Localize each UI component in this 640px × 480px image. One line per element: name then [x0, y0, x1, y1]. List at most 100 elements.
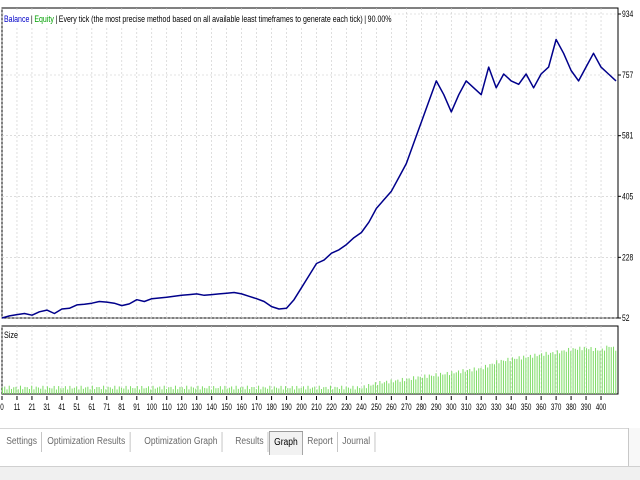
size-bar: [91, 385, 93, 394]
size-bar: [583, 346, 585, 394]
tab-optimization-results[interactable]: Optimization Results: [43, 432, 131, 452]
size-bar: [374, 382, 376, 394]
size-bar: [426, 377, 428, 394]
size-bar: [563, 350, 565, 394]
size-bar: [325, 386, 327, 394]
size-bar: [82, 388, 84, 394]
size-bar: [502, 360, 504, 394]
size-bar: [121, 387, 123, 394]
panel-edge: [628, 428, 640, 466]
x-tick-label: 170: [251, 402, 261, 412]
size-bar: [401, 377, 403, 394]
size-bar: [581, 350, 583, 394]
size-bar: [309, 388, 311, 394]
size-bar: [208, 385, 210, 394]
x-tick-label: 130: [191, 402, 201, 412]
size-bar: [172, 389, 174, 394]
size-bar: [307, 385, 309, 394]
size-bar: [269, 385, 271, 394]
x-tick-group: 320: [476, 402, 486, 412]
size-bar: [433, 376, 435, 394]
x-tick-group: 120: [176, 402, 186, 412]
x-tick-label: 240: [356, 402, 366, 412]
size-bar: [22, 389, 24, 394]
size-bar: [399, 381, 401, 394]
size-bar: [541, 353, 543, 394]
size-bar: [148, 386, 150, 394]
x-tick-label: 190: [281, 402, 291, 412]
size-bar: [428, 374, 430, 394]
size-bar: [291, 386, 293, 394]
x-tick-label: 61: [88, 402, 95, 412]
size-bar: [388, 383, 390, 394]
y-tick-label: 581: [622, 131, 634, 141]
size-bar: [201, 386, 203, 394]
size-bar: [118, 386, 120, 394]
size-bar: [473, 367, 475, 394]
size-bar: [336, 387, 338, 394]
size-bar: [228, 387, 230, 394]
size-bar: [55, 389, 57, 394]
size-bar: [40, 388, 42, 394]
x-tick-label: 380: [566, 402, 576, 412]
x-tick-group: 71: [103, 402, 110, 412]
x-tick-group: 250: [371, 402, 381, 412]
size-bar: [572, 348, 574, 394]
size-bar: [466, 370, 468, 394]
x-tick-label: 370: [551, 402, 561, 412]
size-bar: [491, 363, 493, 394]
size-bar: [4, 386, 6, 394]
size-bar: [278, 388, 280, 394]
tab-optimization-graph[interactable]: Optimization Graph: [140, 432, 223, 452]
size-bar: [413, 376, 415, 394]
size-bar: [320, 388, 322, 394]
size-bar: [509, 361, 511, 394]
size-bar: [586, 348, 588, 394]
tab-settings[interactable]: Settings: [2, 432, 43, 452]
size-bar: [80, 385, 82, 394]
size-bar: [579, 346, 581, 394]
tab-results[interactable]: Results: [231, 432, 269, 452]
size-bar: [574, 348, 576, 394]
tab-report[interactable]: Report: [303, 432, 339, 452]
tab-journal[interactable]: Journal: [338, 432, 376, 452]
x-tick-group: 400: [596, 402, 606, 412]
size-bar: [2, 387, 3, 394]
x-tick-label: 230: [341, 402, 351, 412]
size-bar: [219, 386, 221, 394]
size-bar: [525, 357, 527, 394]
size-bar: [543, 355, 545, 394]
size-bar: [213, 386, 215, 394]
size-bar: [386, 380, 388, 394]
size-bar: [262, 386, 264, 394]
x-tick-group: 310: [461, 402, 471, 412]
x-tick-label: 41: [58, 402, 65, 412]
x-tick-group: 330: [491, 402, 501, 412]
size-bar: [440, 372, 442, 394]
size-bar: [87, 386, 89, 394]
size-bar: [273, 386, 275, 394]
x-tick-group: 0: [0, 402, 3, 412]
size-bar: [381, 383, 383, 394]
size-bar: [406, 378, 408, 394]
size-bar: [458, 370, 460, 394]
size-bar: [408, 378, 410, 394]
size-bar: [455, 372, 457, 394]
size-bar: [296, 385, 298, 394]
size-bar: [345, 386, 347, 394]
size-bar: [484, 364, 486, 394]
size-chart-label: Size: [4, 330, 19, 340]
x-tick-group: 370: [551, 402, 561, 412]
size-bar: [37, 387, 39, 394]
size-bar: [527, 357, 529, 394]
size-bar: [444, 374, 446, 394]
tab-graph[interactable]: Graph: [269, 431, 304, 455]
plot-frame: [1, 7, 619, 319]
size-bar: [577, 349, 579, 394]
size-frame: [1, 325, 619, 395]
x-tick-label: 340: [506, 402, 516, 412]
size-bar: [154, 388, 156, 394]
size-bar: [599, 350, 601, 394]
size-bar: [590, 347, 592, 394]
size-bar: [33, 389, 35, 394]
